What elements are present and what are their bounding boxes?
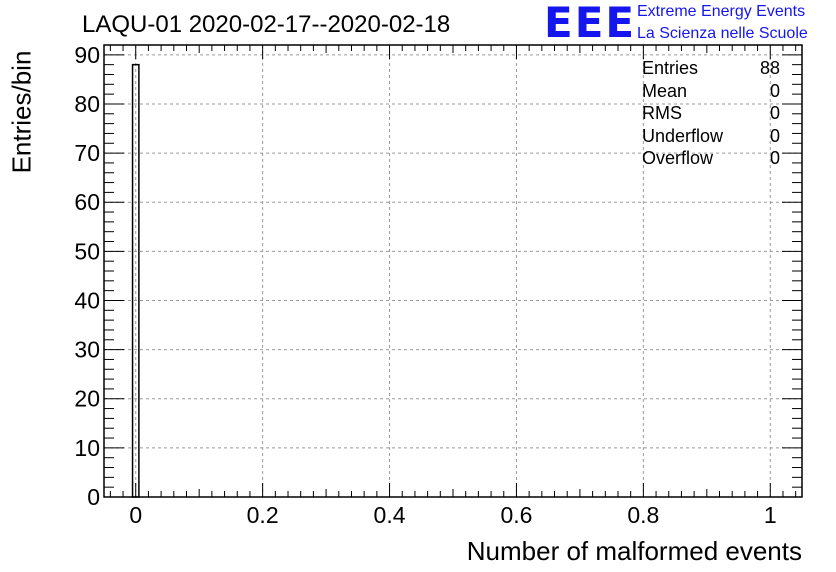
stat-label: Underflow	[642, 125, 724, 146]
stat-label: RMS	[642, 103, 682, 123]
stat-value: 0	[769, 103, 780, 123]
y-tick-label: 20	[74, 386, 100, 412]
x-tick-label: 0.6	[500, 502, 532, 528]
y-tick-label: 50	[74, 238, 100, 264]
y-tick-label: 40	[74, 287, 100, 313]
logo-line-2: La Scienza nelle Scuole	[637, 25, 808, 42]
eee-logo: EEE	[544, 0, 637, 47]
y-tick-label: 0	[87, 484, 100, 510]
x-tick-label: 0.8	[627, 502, 659, 528]
axis-ticks	[104, 44, 802, 498]
y-tick-label: 60	[74, 189, 100, 215]
stat-value: 88	[759, 58, 780, 78]
y-tick-label: 30	[74, 337, 100, 363]
x-tick-label: 1	[764, 502, 777, 528]
y-tick-label: 70	[74, 140, 100, 166]
y-tick-label: 90	[74, 42, 100, 68]
stat-value: 0	[769, 80, 780, 101]
stat-row-underflow: Underflow 0	[642, 126, 780, 149]
stat-row-overflow: Overflow 0	[642, 148, 780, 171]
stat-value: 0	[769, 148, 780, 168]
stat-label: Entries	[642, 58, 699, 78]
stat-label: Overflow	[642, 148, 714, 168]
stat-value: 0	[769, 125, 780, 146]
stat-row-entries: Entries 88	[642, 58, 780, 81]
y-axis-label: Entries/bin	[6, 50, 37, 174]
stats-box: Entries 88 Mean 0 RMS 0 Underflow 0 Over…	[642, 58, 780, 171]
x-tick-label: 0.2	[247, 502, 279, 528]
x-axis-label: Number of malformed events	[466, 536, 802, 566]
y-tick-label: 80	[74, 91, 100, 117]
x-tick-label: 0	[129, 502, 142, 528]
logo-line-1: Extreme Energy Events	[637, 3, 806, 20]
stat-row-rms: RMS 0	[642, 103, 780, 126]
stat-row-mean: Mean 0	[642, 81, 780, 104]
y-tick-label: 10	[74, 435, 100, 461]
stat-label: Mean	[642, 80, 688, 101]
x-tick-label: 0.4	[374, 502, 406, 528]
chart-title: LAQU-01 2020-02-17--2020-02-18	[82, 11, 451, 38]
grid-lines	[104, 45, 802, 498]
